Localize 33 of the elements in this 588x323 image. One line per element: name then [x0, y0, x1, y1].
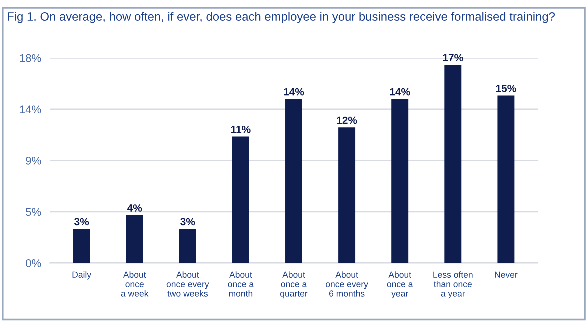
data-label: 15% [496, 84, 516, 92]
data-label: 14% [284, 88, 304, 96]
bar [232, 136, 250, 264]
data-label: 17% [443, 54, 464, 62]
x-tick-label: About once a week [121, 272, 149, 297]
y-tick-label: 0% [26, 260, 42, 268]
data-label: 3% [180, 218, 196, 226]
x-tick-label: About once a month [228, 272, 254, 297]
data-label: 3% [74, 218, 90, 226]
data-label: 12% [337, 116, 358, 124]
y-tick-label: 14% [20, 106, 42, 114]
x-tick-label: About once a quarter [280, 272, 308, 299]
x-tick-label: Never [495, 272, 518, 278]
bar [73, 229, 90, 264]
data-label: 14% [390, 88, 410, 96]
bar [179, 229, 196, 264]
bar [392, 99, 409, 264]
y-tick-label: 18% [20, 54, 42, 62]
bar [286, 99, 302, 264]
bar [444, 64, 462, 264]
data-label: 11% [231, 126, 251, 134]
x-tick-label: About once every 6 months [326, 272, 368, 297]
x-tick-label: Less often than once a year [434, 272, 473, 299]
x-tick-label: About once a year [387, 272, 414, 299]
y-tick-label: 5% [26, 208, 42, 216]
bar [126, 215, 144, 264]
bar [498, 96, 515, 264]
data-label: 4% [127, 204, 142, 212]
x-tick-label: About once every two weeks [166, 272, 210, 297]
chart-title: Fig 1. On average, how often, if ever, does each employee in your business receive formalised training? [8, 12, 556, 24]
x-tick-label: Daily [72, 272, 92, 280]
bar [338, 128, 356, 264]
y-tick-label: 9% [26, 156, 42, 165]
